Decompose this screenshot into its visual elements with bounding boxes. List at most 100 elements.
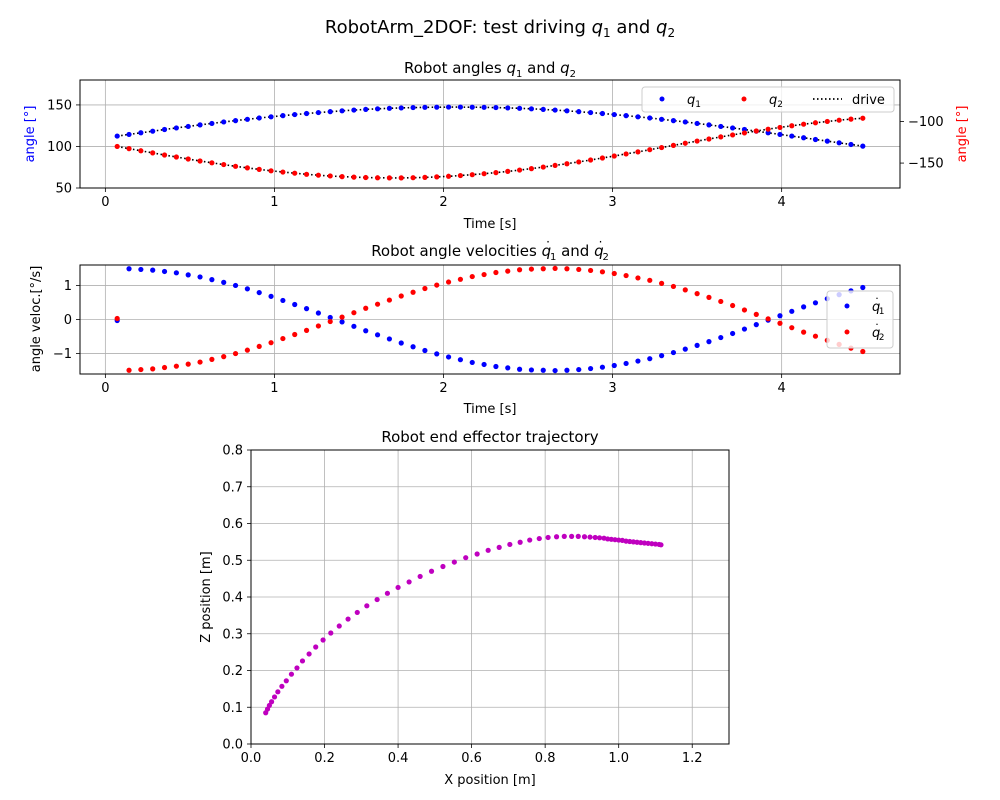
q1dot-point bbox=[363, 328, 369, 334]
q1dot-point bbox=[209, 277, 215, 283]
q1-point bbox=[552, 107, 558, 113]
q2dot-point bbox=[753, 311, 759, 317]
y-tick-label: 0.1 bbox=[222, 701, 243, 716]
trajectory-x-ticks: 0.0 0.2 0.4 0.6 0.8 1.0 1.2 bbox=[241, 744, 703, 766]
legend-q2dot-label: q·2 bbox=[872, 318, 885, 343]
q1dot-point bbox=[635, 358, 641, 364]
y-tick-label: 0.5 bbox=[222, 554, 243, 569]
q1-point bbox=[659, 116, 665, 122]
x-tick-label: 0.4 bbox=[388, 751, 409, 766]
legend-q1-marker bbox=[659, 96, 665, 102]
q1-point bbox=[161, 126, 168, 133]
q2dot-point bbox=[197, 359, 203, 365]
angles-title-prefix: Robot angles bbox=[404, 59, 506, 77]
q2-point bbox=[221, 161, 227, 168]
q1dot-point bbox=[445, 354, 452, 360]
q1-point bbox=[315, 109, 321, 116]
q2dot-point bbox=[706, 294, 712, 300]
q2dot-point bbox=[410, 289, 416, 295]
q2-point bbox=[587, 157, 594, 163]
legend-q2-marker bbox=[741, 96, 747, 102]
q2-point bbox=[351, 174, 357, 180]
angles-x-ticks: 0 1 2 3 4 bbox=[101, 188, 786, 210]
q2-point bbox=[623, 151, 629, 157]
q2-point bbox=[528, 166, 535, 172]
q2-point bbox=[398, 175, 404, 181]
q2-point bbox=[647, 147, 653, 153]
y-tick-label: 0 bbox=[64, 313, 72, 328]
q1-point bbox=[209, 120, 215, 127]
q2dot-point bbox=[682, 287, 688, 293]
velocities-x-axis-label: Time [s] bbox=[463, 402, 517, 417]
right-y-tick-label: −150 bbox=[908, 157, 944, 172]
q1-point bbox=[197, 122, 203, 128]
trajectory-point bbox=[485, 547, 491, 553]
x-tick-label: 1.0 bbox=[608, 751, 629, 766]
q1dot-point bbox=[351, 323, 357, 329]
q1dot-point bbox=[268, 293, 274, 299]
q2-point bbox=[753, 128, 759, 134]
q1dot-point bbox=[244, 286, 250, 292]
q1dot-point bbox=[327, 314, 333, 321]
q1dot-point bbox=[150, 267, 156, 273]
y-tick-label: −1 bbox=[53, 347, 72, 362]
q1dot-point bbox=[670, 349, 677, 356]
q2dot-point bbox=[422, 285, 428, 292]
angles-y-ticks: 50 100 150 bbox=[47, 98, 80, 197]
trajectory-point bbox=[384, 590, 391, 596]
q1-point bbox=[422, 104, 428, 110]
y-tick-label: 0.7 bbox=[222, 480, 243, 495]
q2-point bbox=[209, 160, 215, 166]
velocities-title-q1-sub: 1 bbox=[550, 252, 556, 263]
velocities-y-ticks: −1 0 1 bbox=[53, 279, 80, 362]
q2dot-point bbox=[659, 280, 665, 286]
q1-point bbox=[623, 113, 629, 119]
q1-point bbox=[718, 123, 724, 130]
q2dot-point bbox=[256, 343, 262, 350]
velocities-title-q2-dot: · bbox=[599, 235, 603, 249]
q2dot-point bbox=[789, 325, 795, 331]
q2dot-point bbox=[232, 350, 239, 357]
q2-point bbox=[516, 167, 523, 173]
trajectory-point bbox=[507, 541, 513, 548]
q2dot-point bbox=[670, 283, 677, 290]
q2dot-point bbox=[398, 293, 404, 299]
legend-q2dot-dot: · bbox=[875, 318, 879, 331]
x-tick-label: 0 bbox=[101, 195, 109, 210]
x-tick-label: 2 bbox=[439, 195, 447, 210]
q2-point bbox=[741, 130, 748, 136]
q1-point bbox=[280, 113, 286, 119]
q2-point bbox=[730, 132, 736, 138]
suptitle-prefix: RobotArm_2DOF: test driving bbox=[325, 17, 592, 38]
q1-point bbox=[505, 105, 511, 111]
q1-point bbox=[374, 106, 381, 112]
q1dot-point bbox=[138, 266, 144, 273]
drive-line-q2 bbox=[117, 117, 863, 179]
q2-point bbox=[848, 116, 854, 122]
legend-q2-letter: q bbox=[769, 93, 777, 108]
q1-point bbox=[824, 138, 830, 144]
q1-point bbox=[670, 118, 677, 124]
legend-drive-label: drive bbox=[852, 93, 885, 108]
q1dot-point bbox=[659, 353, 665, 359]
suptitle-q2-letter: q bbox=[656, 17, 667, 38]
trajectory-point bbox=[553, 534, 560, 540]
q1-point bbox=[599, 110, 606, 117]
q1dot-point bbox=[386, 336, 393, 342]
trajectory-x-axis-label: X position [m] bbox=[444, 773, 535, 788]
q2dot-point bbox=[623, 272, 629, 279]
x-tick-label: 0.6 bbox=[461, 751, 482, 766]
q2-point bbox=[493, 170, 499, 176]
q2dot-point bbox=[173, 363, 179, 369]
q1-point bbox=[860, 143, 866, 149]
q1-point bbox=[564, 108, 570, 114]
q1-point bbox=[587, 109, 594, 116]
y-tick-label: 100 bbox=[47, 140, 72, 155]
angles-legend-box bbox=[641, 86, 895, 113]
q2-point bbox=[185, 156, 191, 162]
q1-point bbox=[126, 131, 132, 138]
trajectory-point bbox=[354, 609, 360, 616]
q2-point bbox=[161, 152, 168, 158]
x-tick-label: 4 bbox=[778, 195, 786, 210]
